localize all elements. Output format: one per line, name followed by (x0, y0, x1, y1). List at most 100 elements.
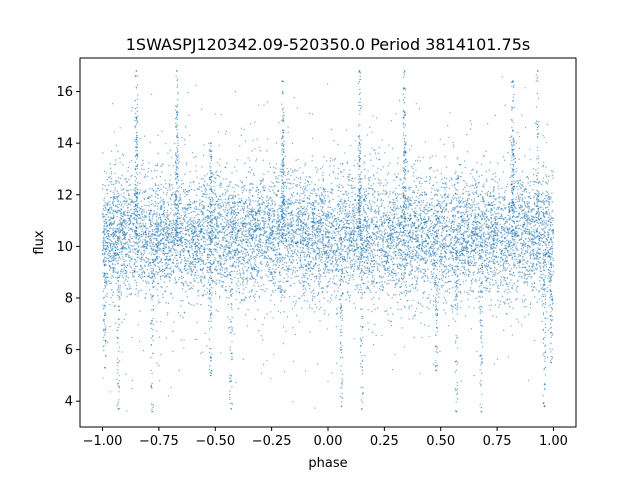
data-point (363, 211, 366, 213)
data-point (356, 265, 359, 267)
data-point (396, 244, 398, 246)
data-point (515, 225, 517, 228)
data-point (364, 155, 366, 157)
data-point (306, 197, 309, 199)
data-point (369, 203, 372, 205)
data-point (280, 174, 283, 177)
data-point (545, 263, 547, 265)
data-point (253, 284, 255, 287)
data-point (532, 240, 534, 243)
data-point (529, 256, 531, 259)
data-point (397, 308, 399, 311)
data-point (218, 279, 221, 282)
data-point (141, 235, 144, 237)
data-point (226, 162, 228, 164)
data-point (164, 238, 167, 241)
data-point (320, 251, 323, 253)
data-point (250, 219, 252, 222)
data-point (221, 258, 223, 260)
data-point (540, 201, 543, 203)
data-point (111, 240, 113, 243)
data-point (317, 215, 320, 218)
data-point (334, 239, 336, 242)
data-point (318, 267, 320, 270)
data-point (215, 309, 218, 311)
data-point (483, 218, 486, 221)
data-point (315, 166, 317, 169)
data-point (292, 239, 294, 241)
data-point (273, 282, 275, 284)
data-point (473, 271, 476, 273)
data-point (154, 192, 157, 194)
data-point (207, 320, 210, 323)
data-point (155, 176, 158, 178)
data-point (468, 190, 470, 193)
data-point (208, 243, 210, 245)
data-point (540, 193, 543, 196)
data-point (162, 227, 165, 229)
data-point (520, 252, 523, 255)
data-point (130, 267, 133, 269)
data-point (381, 254, 383, 256)
data-point (227, 303, 230, 306)
data-point (443, 217, 445, 220)
data-point (112, 271, 114, 273)
data-point (336, 312, 339, 315)
data-point (263, 251, 266, 254)
data-point (444, 182, 446, 184)
data-point (375, 157, 378, 160)
data-point (320, 209, 323, 211)
data-point (187, 230, 190, 233)
data-point (404, 242, 407, 245)
data-point (526, 225, 528, 228)
data-point (374, 209, 376, 211)
data-point (199, 276, 202, 279)
data-point (403, 242, 405, 244)
data-point (471, 282, 473, 285)
data-point (289, 197, 292, 199)
data-point (266, 211, 269, 213)
data-point (206, 269, 209, 272)
data-point (279, 274, 281, 277)
data-point (183, 311, 186, 314)
data-point (485, 223, 487, 225)
data-point (541, 206, 543, 209)
data-point (415, 199, 418, 202)
data-point (196, 269, 198, 272)
data-point (431, 277, 433, 279)
data-point (305, 281, 307, 283)
data-point (165, 245, 167, 247)
data-point (477, 202, 480, 205)
data-point (348, 179, 350, 181)
data-point (457, 290, 460, 293)
data-point (340, 184, 343, 187)
data-point (114, 187, 117, 189)
data-point (143, 252, 146, 254)
data-point (236, 248, 239, 250)
data-point (478, 264, 480, 267)
data-point (329, 259, 331, 261)
data-point (287, 236, 290, 239)
data-point (300, 176, 302, 179)
data-point (318, 240, 321, 243)
data-point (305, 255, 307, 258)
data-point (416, 216, 418, 219)
data-point (450, 201, 453, 203)
data-point (166, 209, 169, 212)
data-point (413, 246, 415, 248)
data-point (268, 233, 270, 236)
data-point (255, 253, 258, 256)
data-point (120, 244, 123, 246)
data-point (389, 307, 392, 309)
data-point (526, 228, 529, 231)
data-point (545, 265, 548, 268)
data-point (441, 244, 443, 247)
data-point (487, 210, 490, 212)
data-point (321, 252, 323, 255)
data-point (464, 272, 467, 274)
data-point (443, 225, 445, 228)
data-point (529, 268, 532, 270)
data-point (431, 187, 433, 190)
data-point (292, 326, 294, 329)
data-point (335, 254, 337, 256)
